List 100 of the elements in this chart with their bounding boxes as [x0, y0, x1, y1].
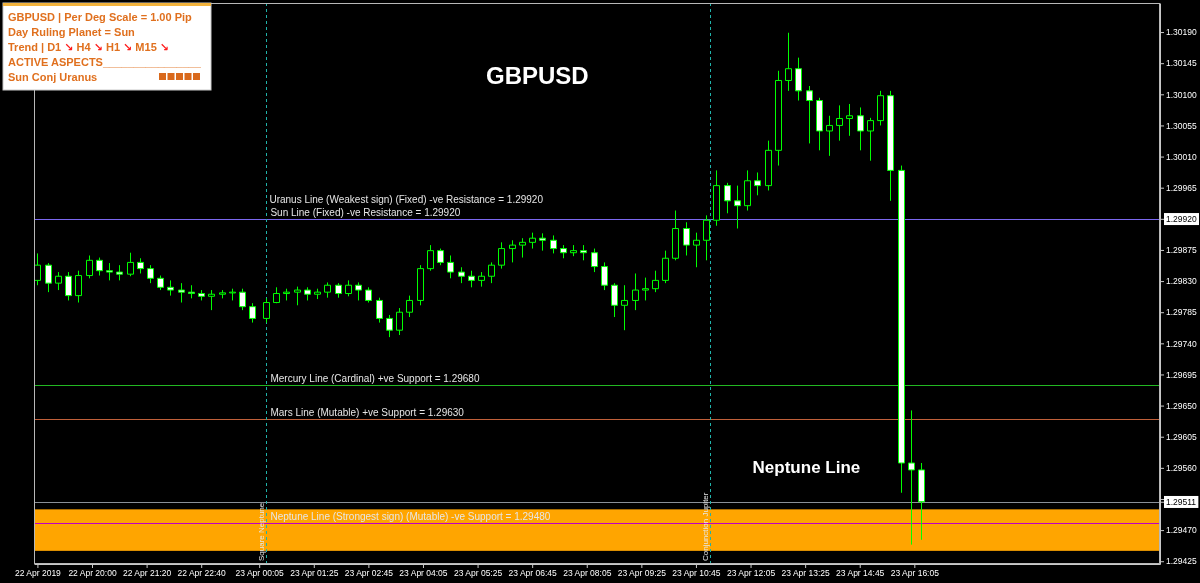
- x-tick-label: 23 Apr 10:45: [672, 568, 721, 579]
- x-tick-label: 22 Apr 20:00: [68, 568, 117, 579]
- x-tick-label: 23 Apr 01:25: [290, 568, 339, 579]
- candlestick: [652, 270, 659, 293]
- y-tick-label: 1.29965: [1166, 182, 1197, 193]
- y-tick-label: 1.29875: [1166, 245, 1197, 256]
- x-tick-label: 22 Apr 22:40: [177, 568, 227, 579]
- candlestick: [621, 284, 628, 331]
- y-tick-label: 1.29650: [1166, 400, 1197, 411]
- y-tick-label: 1.29785: [1166, 307, 1197, 318]
- ref-line-label: Conjunction Jupiter: [700, 492, 710, 561]
- candlestick: [65, 271, 72, 301]
- y-tick-label: 1.29425: [1166, 556, 1197, 567]
- x-tick-label: 23 Apr 09:25: [617, 568, 667, 579]
- candlestick: [488, 261, 495, 284]
- y-tick-label: 1.29830: [1166, 276, 1197, 287]
- candlestick: [529, 232, 536, 250]
- candlestick: [127, 252, 134, 277]
- annotation: ACTIVE ASPECTS________________: [8, 56, 202, 68]
- candlestick: [263, 297, 270, 324]
- annotation: GBPUSD | Per Deg Scale = 1.00 Pip: [8, 11, 193, 23]
- candlestick: [468, 270, 475, 288]
- candlestick: [672, 210, 679, 261]
- candlestick: [198, 289, 205, 301]
- candlestick: [219, 289, 226, 299]
- candlestick: [857, 106, 864, 151]
- candlestick: [437, 248, 444, 266]
- y-tick-label: 1.30145: [1166, 58, 1197, 69]
- candlestick: [157, 275, 164, 291]
- candlestick: [632, 272, 639, 311]
- candlestick: [775, 70, 782, 167]
- x-tick-label: 23 Apr 13:25: [781, 568, 831, 579]
- candlestick: [208, 289, 215, 311]
- candlestick: [539, 232, 546, 252]
- candlestick: [96, 257, 103, 277]
- candlestick: [846, 103, 853, 137]
- y-tick-label: 1.30010: [1166, 151, 1197, 162]
- candlestick: [693, 232, 700, 268]
- annotation: Day Ruling Planet = Sun: [8, 26, 136, 38]
- candlestick: [229, 288, 236, 301]
- candlestick: [86, 254, 93, 279]
- y-tick-label: 1.29470: [1166, 525, 1197, 536]
- candlestick: [304, 286, 311, 301]
- candlestick: [147, 264, 154, 284]
- ref-line-label: Mars Line (Mutable) +ve Support = 1.29630: [270, 406, 465, 418]
- candlestick: [560, 244, 567, 259]
- candlestick: [458, 266, 465, 284]
- candlestick: [396, 307, 403, 336]
- candlestick: [601, 261, 608, 291]
- x-tick-label: 23 Apr 02:45: [344, 568, 394, 579]
- candlestick: [314, 288, 321, 300]
- candlestick: [519, 237, 526, 259]
- candlestick: [703, 214, 710, 261]
- candlestick: [550, 234, 557, 254]
- candlestick: [826, 115, 833, 157]
- candlestick: [273, 286, 280, 304]
- candlestick: [816, 97, 823, 151]
- candlestick: [918, 462, 925, 541]
- candlestick: [167, 279, 174, 297]
- x-tick-label: 23 Apr 00:05: [235, 568, 285, 579]
- y-tick-label: 1.29511: [1166, 496, 1197, 507]
- candlestick: [188, 284, 195, 299]
- ref-line-label: Square Neptune: [256, 502, 266, 561]
- ref-line-label: Mercury Line (Cardinal) +ve Support = 1.29680: [270, 372, 480, 384]
- candlestick: [106, 262, 113, 281]
- candlestick: [734, 185, 741, 230]
- candlestick: [877, 90, 884, 126]
- candlestick: [178, 282, 185, 304]
- candlestick: [662, 250, 669, 284]
- y-tick-label: 1.29560: [1166, 463, 1197, 474]
- candlestick: [294, 286, 301, 306]
- x-tick-label: 22 Apr 21:20: [122, 568, 172, 579]
- candlestick: [836, 104, 843, 142]
- x-tick-label: 23 Apr 14:45: [836, 568, 885, 579]
- candlestick: [591, 248, 598, 273]
- candlestick: [765, 140, 772, 191]
- x-tick-label: 23 Apr 04:05: [399, 568, 448, 579]
- annotation: Trend | D1 ↘ H4 ↘ H1 ↘ M15 ↘: [8, 41, 170, 53]
- candlestick: [611, 282, 618, 318]
- candlestick: [427, 244, 434, 272]
- candlestick: [335, 282, 342, 299]
- candlestick: [642, 277, 649, 301]
- candlestick: [713, 169, 720, 227]
- candlestick: [785, 32, 792, 92]
- band-label: Neptune Line: [752, 458, 861, 478]
- candlestick: [447, 254, 454, 279]
- candlestick: [45, 262, 52, 293]
- candlestick: [570, 244, 577, 257]
- candlestick: [386, 314, 393, 338]
- candlestick: [34, 252, 41, 286]
- y-tick-label: 1.29605: [1166, 431, 1197, 442]
- text: GBPUSD: [485, 62, 589, 89]
- x-tick-label: 23 Apr 05:25: [453, 568, 503, 579]
- candlestick: [355, 281, 362, 301]
- candlestick: [75, 270, 82, 304]
- candlestick: [908, 409, 915, 546]
- candlestick: [116, 264, 123, 281]
- candlestick: [376, 297, 383, 324]
- candlestick: [898, 165, 905, 494]
- y-tick-label: 1.30190: [1166, 27, 1197, 38]
